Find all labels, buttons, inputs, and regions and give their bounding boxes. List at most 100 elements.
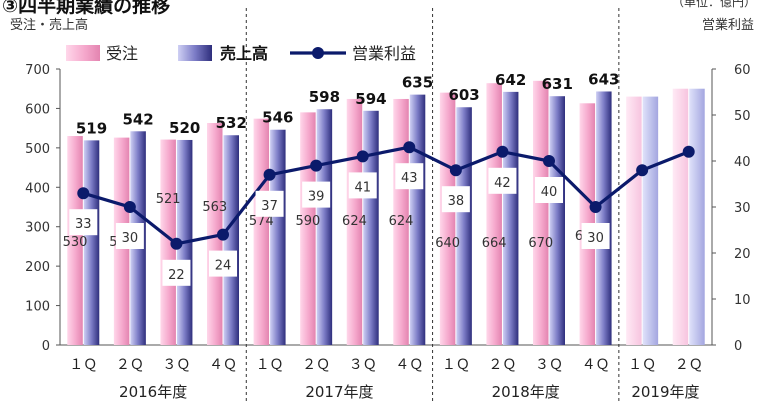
right-axis-title: 営業利益 bbox=[701, 18, 754, 33]
profit-data-label: 39 bbox=[308, 190, 325, 205]
y-left-tick-label: 600 bbox=[25, 102, 50, 117]
profit-data-label: 30 bbox=[122, 231, 139, 246]
bar-orders bbox=[207, 123, 223, 345]
profit-data-label: 22 bbox=[168, 268, 185, 283]
orders-data-label: 670 bbox=[528, 236, 553, 251]
bar-orders bbox=[300, 112, 316, 345]
orders-data-label: 624 bbox=[342, 214, 367, 229]
x-tick-label: ３Ｑ bbox=[349, 357, 377, 373]
sales-data-label: 603 bbox=[448, 86, 479, 104]
bar-sales bbox=[689, 88, 705, 345]
x-tick-label: ４Ｑ bbox=[209, 357, 237, 373]
y-right-tick-label: 60 bbox=[734, 63, 751, 78]
x-tick-label: １Ｑ bbox=[442, 357, 470, 373]
profit-data-label: 38 bbox=[448, 194, 465, 209]
x-tick-label: １Ｑ bbox=[256, 357, 284, 373]
unit-note: （単位：億円） bbox=[671, 0, 756, 9]
y-left-tick-label: 500 bbox=[25, 142, 50, 157]
profit-marker bbox=[123, 201, 136, 213]
y-right-tick-label: 0 bbox=[734, 339, 742, 354]
y-left-tick-label: 700 bbox=[25, 63, 50, 78]
orders-data-label: 590 bbox=[295, 214, 320, 229]
profit-marker bbox=[543, 155, 555, 167]
bar-sales bbox=[363, 110, 379, 346]
profit-data-label: 41 bbox=[354, 180, 371, 195]
profit-marker bbox=[310, 159, 323, 172]
profit-label-bg bbox=[535, 177, 563, 203]
sales-data-label: 598 bbox=[309, 88, 340, 106]
bar-orders bbox=[672, 88, 689, 345]
x-tick-label: ４Ｑ bbox=[395, 357, 423, 373]
bar-sales bbox=[596, 91, 612, 345]
legend-swatch-sales bbox=[178, 45, 212, 61]
profit-marker bbox=[170, 237, 183, 250]
profit-label-bg bbox=[302, 181, 331, 208]
profit-data-label: 24 bbox=[215, 259, 232, 274]
profit-marker bbox=[356, 150, 369, 163]
bar-sales bbox=[270, 129, 286, 345]
year-group-label: 2019年度 bbox=[631, 383, 699, 401]
profit-marker bbox=[77, 187, 90, 200]
year-group-label: 2017年度 bbox=[305, 383, 373, 401]
bar-sales bbox=[549, 96, 565, 345]
orders-data-label: 530 bbox=[63, 235, 88, 250]
y-left-tick-label: 300 bbox=[25, 221, 50, 236]
sales-data-label: 520 bbox=[169, 119, 200, 137]
profit-marker bbox=[636, 164, 649, 177]
year-group-label: 2018年度 bbox=[492, 383, 560, 401]
profit-label-bg bbox=[348, 172, 377, 199]
orders-data-label: 521 bbox=[156, 192, 181, 207]
profit-label-bg bbox=[69, 209, 98, 236]
sales-data-label: 594 bbox=[355, 90, 386, 108]
profit-label-bg bbox=[209, 250, 237, 277]
bar-orders bbox=[626, 96, 642, 345]
bar-orders bbox=[439, 92, 456, 346]
bar-orders bbox=[160, 139, 176, 345]
profit-label-bg bbox=[441, 186, 470, 213]
y-right-tick-label: 50 bbox=[734, 109, 751, 124]
profit-marker bbox=[496, 145, 509, 158]
bar-sales bbox=[223, 135, 239, 345]
y-left-tick-label: 200 bbox=[25, 260, 50, 275]
bar-orders bbox=[486, 83, 502, 346]
sales-data-label: 546 bbox=[262, 109, 293, 127]
orders-data-label: 640 bbox=[435, 236, 460, 251]
legend-label-profit: 営業利益 bbox=[352, 44, 416, 63]
y-right-tick-label: 30 bbox=[734, 201, 751, 216]
legend-label-orders: 受注 bbox=[106, 44, 138, 63]
profit-marker bbox=[682, 145, 695, 158]
left-axis-title: 受注・売上高 bbox=[10, 18, 89, 33]
bar-orders bbox=[533, 80, 549, 345]
legend-swatch-profit-marker bbox=[312, 47, 324, 59]
x-tick-label: ２Ｑ bbox=[488, 357, 516, 373]
profit-data-label: 40 bbox=[541, 185, 558, 200]
x-tick-label: ３Ｑ bbox=[162, 357, 190, 373]
profit-data-label: 37 bbox=[261, 199, 278, 214]
x-tick-label: ２Ｑ bbox=[116, 357, 144, 373]
x-tick-label: １Ｑ bbox=[628, 357, 656, 373]
chart-title: ③四半期業績の推移 bbox=[2, 0, 171, 17]
profit-label-bg bbox=[488, 167, 517, 194]
x-tick-label: ２Ｑ bbox=[302, 357, 330, 373]
profit-label-bg bbox=[115, 223, 144, 249]
sales-data-label: 519 bbox=[76, 119, 107, 137]
profit-label-bg bbox=[581, 223, 610, 249]
profit-data-label: 33 bbox=[75, 217, 92, 232]
y-left-tick-label: 400 bbox=[25, 181, 50, 196]
profit-marker bbox=[403, 141, 416, 154]
year-group-label: 2016年度 bbox=[119, 383, 187, 401]
y-left-tick-label: 0 bbox=[42, 339, 50, 354]
y-left-tick-label: 100 bbox=[25, 300, 50, 315]
profit-marker bbox=[589, 201, 602, 213]
profit-line bbox=[82, 145, 690, 246]
y-right-tick-label: 40 bbox=[734, 155, 751, 170]
sales-data-label: 532 bbox=[216, 114, 247, 132]
orders-data-label: 624 bbox=[389, 214, 414, 229]
x-tick-label: １Ｑ bbox=[69, 357, 97, 373]
profit-data-label: 43 bbox=[401, 171, 418, 186]
profit-label-bg bbox=[255, 190, 284, 217]
profit-marker bbox=[263, 168, 276, 181]
legend-swatch-orders bbox=[66, 45, 100, 61]
orders-data-label: 664 bbox=[482, 236, 507, 251]
x-tick-label: ４Ｑ bbox=[582, 357, 610, 373]
